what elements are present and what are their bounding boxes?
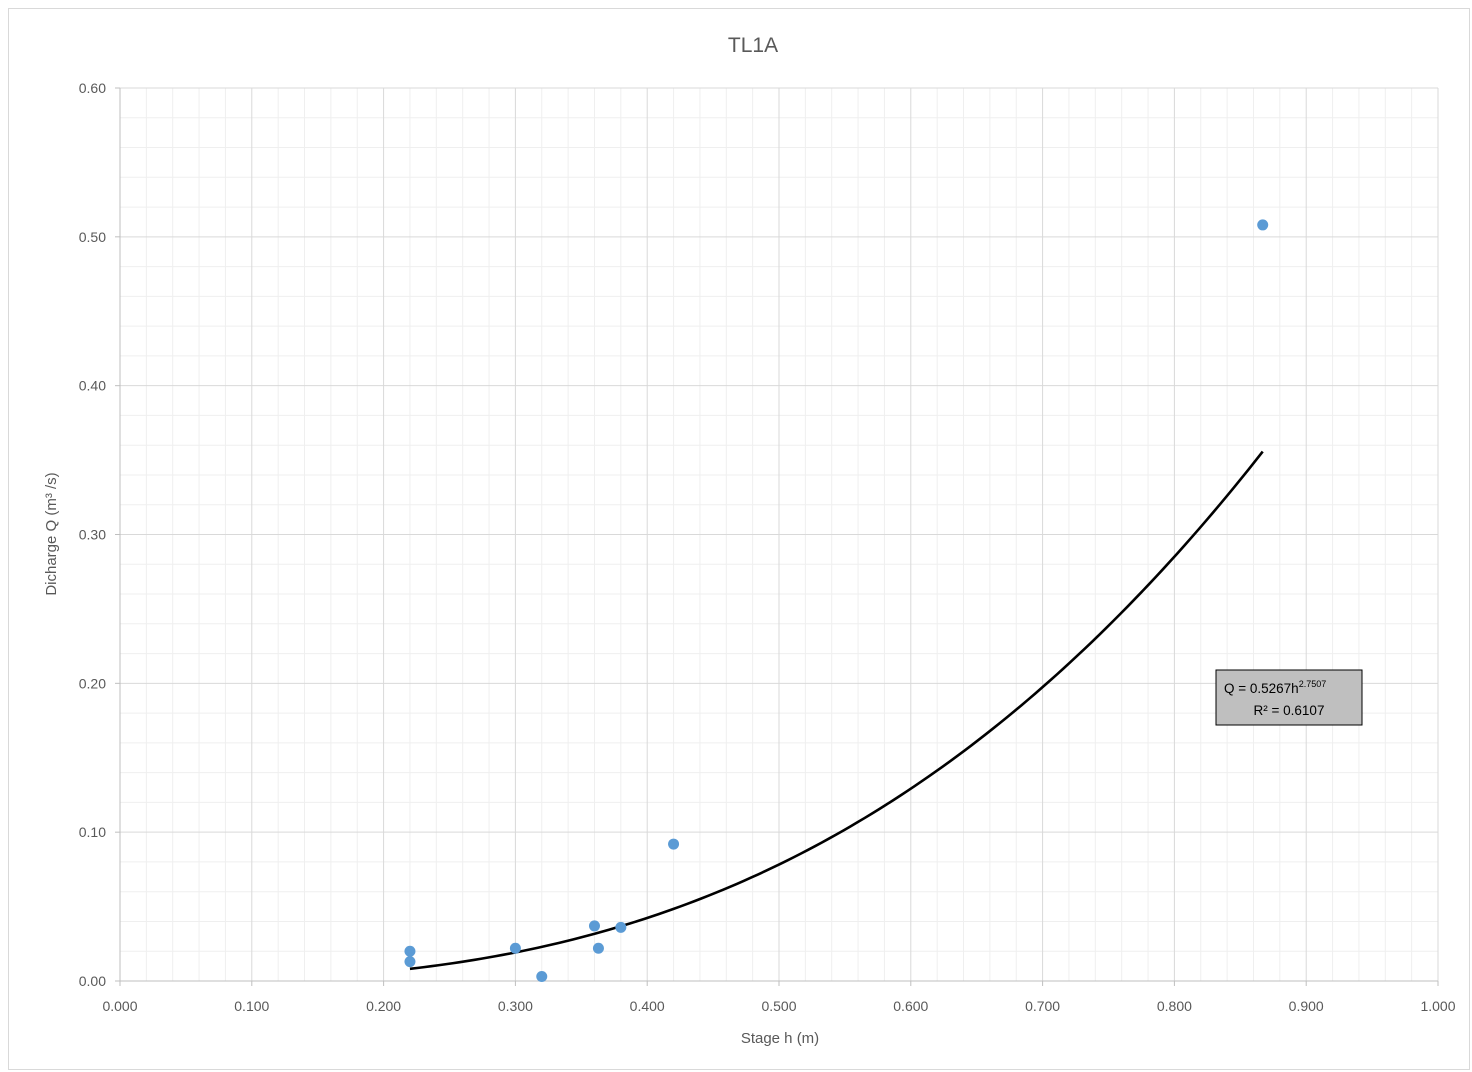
data-point bbox=[536, 971, 548, 983]
y-tick-label: 0.00 bbox=[79, 973, 106, 989]
data-point bbox=[404, 945, 416, 957]
x-tick-label: 0.000 bbox=[102, 998, 137, 1014]
x-tick-label: 0.500 bbox=[761, 998, 796, 1014]
equation-exponent: 2.7507 bbox=[1299, 679, 1327, 689]
data-points bbox=[404, 219, 1269, 983]
x-tick-label: 0.800 bbox=[1157, 998, 1192, 1014]
equation-text: Q = 0.5267h2.7507 bbox=[1224, 679, 1326, 696]
data-point bbox=[1257, 219, 1269, 231]
data-point bbox=[588, 920, 600, 932]
data-point bbox=[615, 921, 627, 933]
y-tick-label: 0.40 bbox=[79, 378, 106, 394]
x-tick-label: 1.000 bbox=[1420, 998, 1455, 1014]
x-tick-label: 0.400 bbox=[630, 998, 665, 1014]
y-axis-ticks: 0.00 0.10 0.20 0.30 0.40 0.50 0.60 bbox=[79, 80, 106, 989]
x-tick-label: 0.600 bbox=[893, 998, 928, 1014]
grid bbox=[115, 87, 1439, 986]
r-squared-text: R² = 0.6107 bbox=[1254, 703, 1325, 718]
x-tick-label: 0.700 bbox=[1025, 998, 1060, 1014]
data-point bbox=[509, 942, 521, 954]
x-tick-label: 0.900 bbox=[1289, 998, 1324, 1014]
y-tick-label: 0.50 bbox=[79, 229, 106, 245]
x-axis-ticks: 0.000 0.100 0.200 0.300 0.400 0.500 0.600 0.700… bbox=[102, 998, 1455, 1014]
y-tick-label: 0.20 bbox=[79, 675, 106, 691]
equation-box-background bbox=[1215, 669, 1363, 726]
data-point bbox=[592, 942, 604, 954]
y-axis-label: Dicharge Q (m³ /s) bbox=[43, 472, 60, 595]
data-point bbox=[668, 838, 680, 850]
equation-main: Q = 0.5267h bbox=[1224, 681, 1299, 696]
y-tick-label: 0.10 bbox=[79, 824, 106, 840]
x-tick-label: 0.300 bbox=[498, 998, 533, 1014]
x-axis-label: Stage h (m) bbox=[741, 1030, 819, 1047]
x-tick-label: 0.200 bbox=[366, 998, 401, 1014]
y-tick-label: 0.60 bbox=[79, 80, 106, 96]
x-tick-label: 0.100 bbox=[234, 998, 269, 1014]
data-point bbox=[404, 956, 416, 968]
y-tick-label: 0.30 bbox=[79, 527, 106, 543]
trendline-equation-box: Q = 0.5267h2.7507 R² = 0.6107 bbox=[1215, 669, 1363, 726]
trendline bbox=[409, 450, 1264, 971]
chart-title: TL1A bbox=[728, 34, 778, 57]
